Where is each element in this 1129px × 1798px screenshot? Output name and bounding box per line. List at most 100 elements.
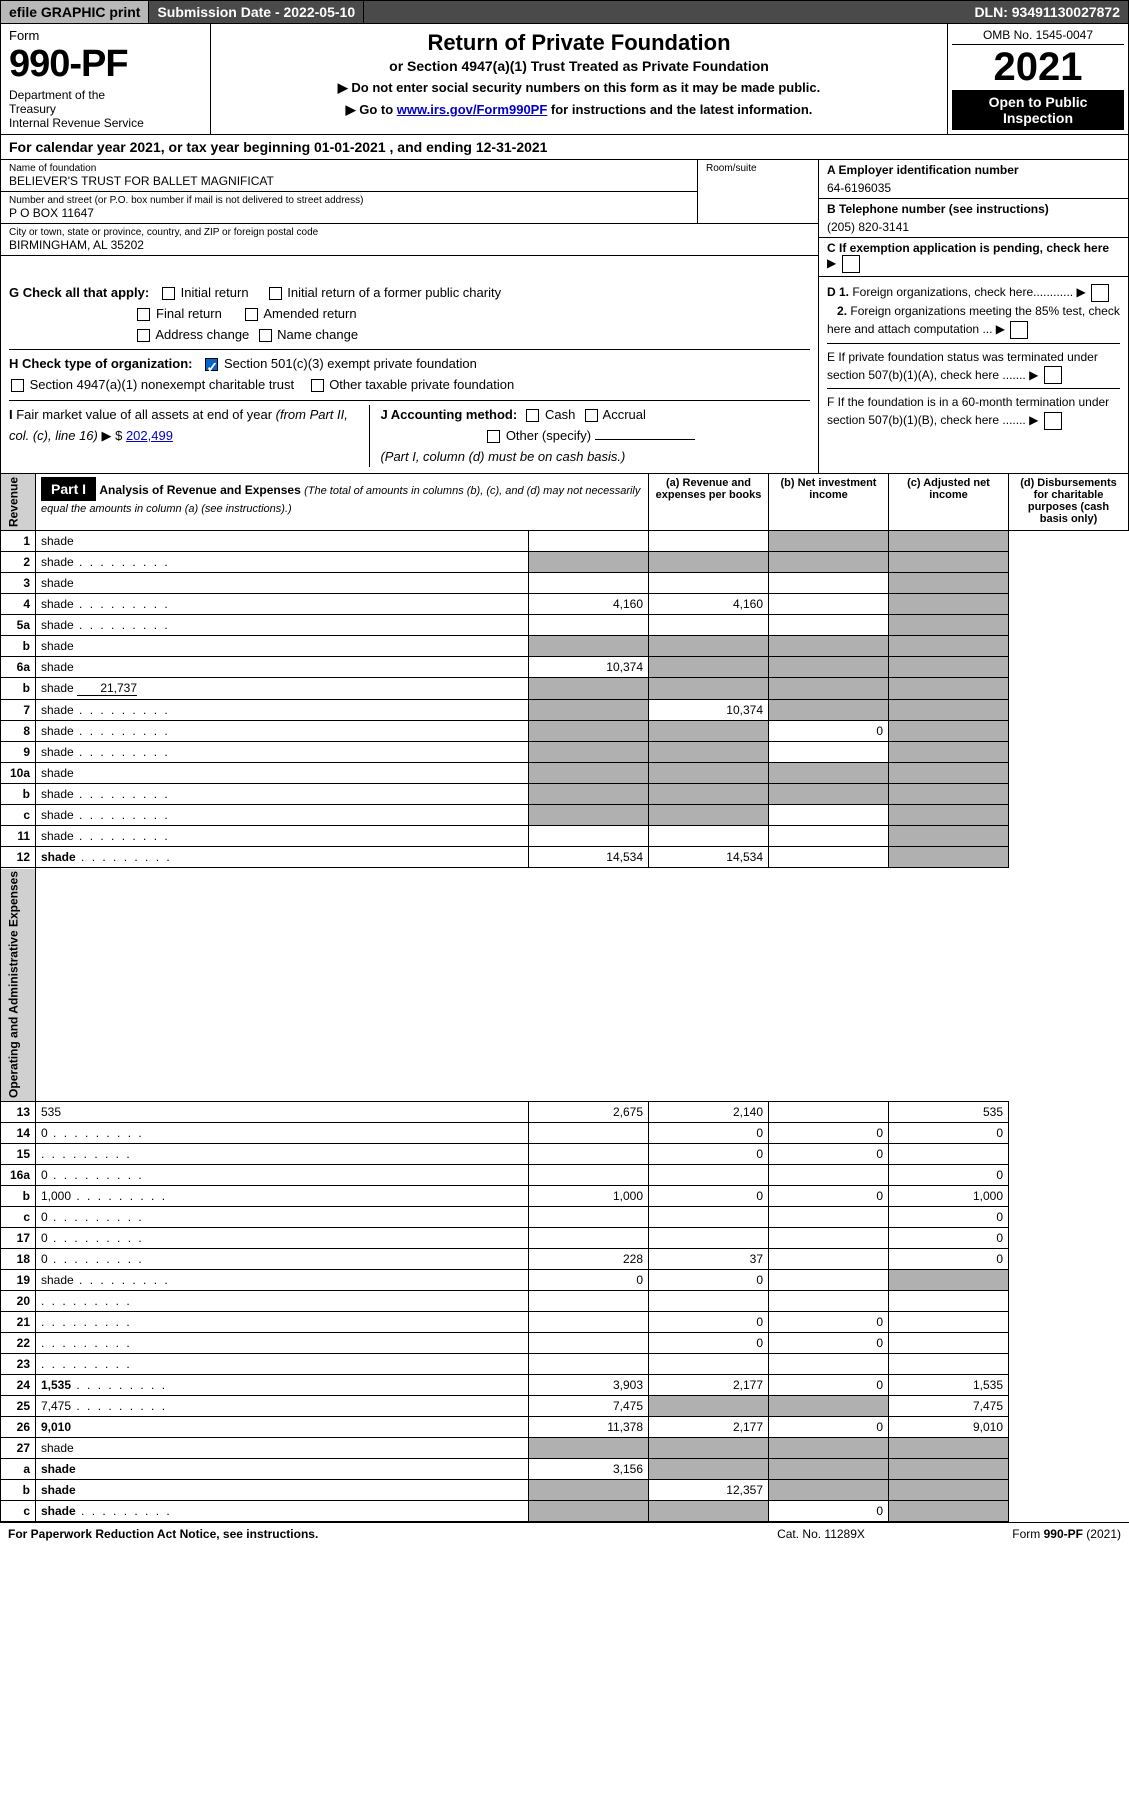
- line-description: 0: [36, 1165, 529, 1186]
- line-number: b: [1, 784, 36, 805]
- line-description: shade: [36, 573, 529, 594]
- cell-value: [529, 1228, 649, 1249]
- cell-value: [769, 1102, 889, 1123]
- line-number: 18: [1, 1249, 36, 1270]
- foreign-85-chk[interactable]: [1010, 321, 1028, 339]
- fmv-link[interactable]: 202,499: [126, 428, 173, 443]
- amended-return-chk[interactable]: [245, 308, 258, 321]
- cell-value: [649, 1165, 769, 1186]
- initial-return-former-chk[interactable]: [269, 287, 282, 300]
- table-row: 18 0 228370: [1, 1249, 1129, 1270]
- name-change-chk[interactable]: [259, 329, 272, 342]
- cell-value: 4,160: [529, 594, 649, 615]
- cell-value: [889, 1354, 1009, 1375]
- cell-shaded: [529, 700, 649, 721]
- final-return-chk[interactable]: [137, 308, 150, 321]
- cell-value: [529, 1165, 649, 1186]
- omb-number: OMB No. 1545-0047: [952, 28, 1124, 45]
- cell-value: [769, 1228, 889, 1249]
- cell-value: [529, 826, 649, 847]
- table-row: b 1,000 1,000001,000: [1, 1186, 1129, 1207]
- cell-shaded: [649, 1501, 769, 1522]
- line-description: shade: [36, 615, 529, 636]
- part1-table: Revenue Part I Analysis of Revenue and E…: [0, 473, 1129, 1522]
- cell-shaded: [769, 678, 889, 700]
- line-description: shade: [36, 1480, 529, 1501]
- line-number: 27: [1, 1438, 36, 1459]
- line-number: 19: [1, 1270, 36, 1291]
- cell-value: [769, 1249, 889, 1270]
- cell-value: 4,160: [649, 594, 769, 615]
- line-number: 14: [1, 1123, 36, 1144]
- cell-value: [769, 1207, 889, 1228]
- other-method-chk[interactable]: [487, 430, 500, 443]
- cell-value: 0: [649, 1270, 769, 1291]
- line-description: shade: [36, 1438, 529, 1459]
- line-description: shade: [36, 847, 529, 868]
- foreign-org-chk[interactable]: [1091, 284, 1109, 302]
- 4947a1-chk[interactable]: [11, 379, 24, 392]
- line-description: shade: [36, 552, 529, 573]
- cat-number: Cat. No. 11289X: [721, 1527, 921, 1541]
- cell-value: 0: [769, 1186, 889, 1207]
- line-description: shade: [36, 805, 529, 826]
- table-row: a shade 3,156: [1, 1459, 1129, 1480]
- accrual-chk[interactable]: [585, 409, 598, 422]
- line-description: shade: [36, 531, 529, 552]
- efile-print-button[interactable]: efile GRAPHIC print: [1, 1, 149, 23]
- address-cell: Number and street (or P.O. box number if…: [1, 192, 697, 224]
- line-number: 15: [1, 1144, 36, 1165]
- cell-value: [649, 531, 769, 552]
- cell-shaded: [649, 721, 769, 742]
- exemption-checkbox[interactable]: [842, 255, 860, 273]
- cell-shaded: [649, 763, 769, 784]
- table-row: 19 shade 00: [1, 1270, 1129, 1291]
- line-description: shade: [36, 636, 529, 657]
- 60month-chk[interactable]: [1044, 412, 1062, 430]
- ij-row: I Fair market value of all assets at end…: [9, 400, 810, 467]
- form-title: Return of Private Foundation: [217, 30, 941, 56]
- address-change-chk[interactable]: [137, 329, 150, 342]
- revenue-label: Revenue: [1, 474, 36, 531]
- cell-value: [769, 594, 889, 615]
- cell-shaded: [889, 552, 1009, 573]
- cell-value: [769, 1354, 889, 1375]
- table-row: 6a shade 10,374: [1, 657, 1129, 678]
- table-row: 8 shade 0: [1, 721, 1129, 742]
- cell-shaded: [529, 678, 649, 700]
- cell-value: [769, 742, 889, 763]
- d-section: D 1. Foreign organizations, check here..…: [827, 283, 1120, 339]
- cell-shaded: [529, 1501, 649, 1522]
- top-bar: efile GRAPHIC print Submission Date - 20…: [0, 0, 1129, 24]
- line-number: 22: [1, 1333, 36, 1354]
- cell-shaded: [649, 636, 769, 657]
- cell-value: 0: [529, 1270, 649, 1291]
- cell-shaded: [529, 721, 649, 742]
- line-number: b: [1, 678, 36, 700]
- cell-value: [769, 1291, 889, 1312]
- cell-value: 10,374: [649, 700, 769, 721]
- other-taxable-chk[interactable]: [311, 379, 324, 392]
- table-row: c shade 0: [1, 1501, 1129, 1522]
- line-number: 13: [1, 1102, 36, 1123]
- line-description: shade: [36, 594, 529, 615]
- cell-shaded: [769, 1396, 889, 1417]
- line-number: 9: [1, 742, 36, 763]
- line-description: shade 21,737: [36, 678, 529, 700]
- cell-value: 0: [889, 1249, 1009, 1270]
- cell-shaded: [889, 1501, 1009, 1522]
- cell-value: [529, 1333, 649, 1354]
- initial-return-chk[interactable]: [162, 287, 175, 300]
- cell-value: 37: [649, 1249, 769, 1270]
- cell-value: 0: [769, 1501, 889, 1522]
- 501c3-chk[interactable]: [205, 358, 218, 371]
- cell-value: [769, 847, 889, 868]
- terminated-chk[interactable]: [1044, 366, 1062, 384]
- table-row: 22 00: [1, 1333, 1129, 1354]
- cash-chk[interactable]: [526, 409, 539, 422]
- cell-shaded: [889, 594, 1009, 615]
- form-number: 990-PF: [9, 43, 202, 86]
- cell-value: [889, 1333, 1009, 1354]
- irs-link[interactable]: www.irs.gov/Form990PF: [397, 102, 548, 117]
- room-suite-cell: Room/suite: [698, 160, 818, 224]
